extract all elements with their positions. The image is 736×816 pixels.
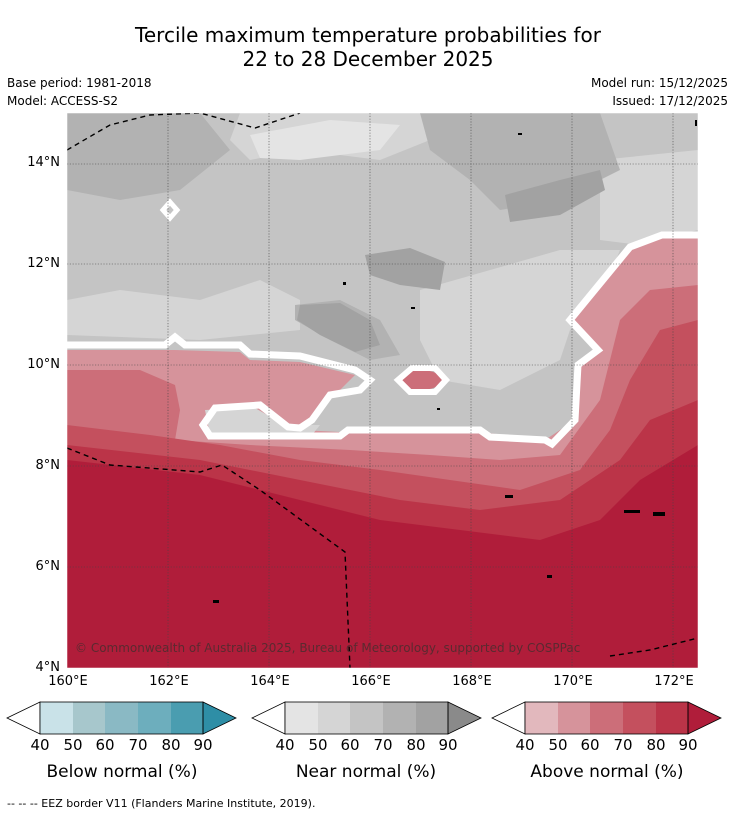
colorbar-tick: 40 xyxy=(30,736,50,754)
lon-label: 164°E xyxy=(250,674,290,689)
colorbar-tick: 80 xyxy=(406,736,426,754)
colorbar-tick: 70 xyxy=(373,736,393,754)
tercile-boundary xyxy=(67,231,698,449)
title-line-2: 22 to 28 December 2025 xyxy=(242,47,494,71)
colorbar-tick: 60 xyxy=(580,736,600,754)
lon-label: 166°E xyxy=(351,674,391,689)
near-normal-70-region xyxy=(297,170,605,352)
copyright-notice: © Commonwealth of Australia 2025, Bureau… xyxy=(75,641,581,655)
eez-footer-note: -- -- -- EEZ border V11 (Flanders Marine… xyxy=(7,797,316,810)
lon-label: 162°E xyxy=(149,674,189,689)
eez-borders xyxy=(67,113,698,668)
colorbar-tick: 50 xyxy=(548,736,568,754)
lat-label: 6°N xyxy=(35,559,61,574)
issued-date: Issued: 17/12/2025 xyxy=(612,94,728,108)
colorbar-label-below: Below normal (%) xyxy=(46,762,198,782)
lat-label: 10°N xyxy=(27,357,60,372)
lat-label: 4°N xyxy=(35,660,61,675)
islands xyxy=(213,120,697,603)
near-normal-light-region xyxy=(250,120,400,160)
colorbar-tick: 70 xyxy=(128,736,148,754)
colorbar-below-normal xyxy=(6,701,237,735)
colorbar-tick: 50 xyxy=(63,736,83,754)
model-run: Model run: 15/12/2025 xyxy=(590,76,728,90)
model: Model: ACCESS-S2 xyxy=(7,94,119,108)
colorbar-tick: 90 xyxy=(678,736,698,754)
graticule xyxy=(67,113,698,668)
lon-label: 160°E xyxy=(48,674,88,689)
patch-boundary xyxy=(393,365,451,395)
colorbar-tick: 40 xyxy=(515,736,535,754)
lat-label: 12°N xyxy=(27,256,60,271)
lon-label: 170°E xyxy=(553,674,593,689)
colorbar-above-normal xyxy=(491,701,722,735)
lat-label: 14°N xyxy=(27,155,60,170)
near-normal-40-region xyxy=(67,113,698,390)
near-normal-60-region xyxy=(67,113,620,360)
lon-label: 172°E xyxy=(654,674,694,689)
above-normal-patch xyxy=(398,370,442,390)
colorbar-tick: 60 xyxy=(340,736,360,754)
colorbar-tick: 70 xyxy=(613,736,633,754)
colorbar-tick: 80 xyxy=(646,736,666,754)
colorbar-label-near: Near normal (%) xyxy=(295,762,437,782)
colorbar-tick: 40 xyxy=(275,736,295,754)
above-normal-80-region xyxy=(67,445,698,668)
lat-label: 8°N xyxy=(35,458,61,473)
probability-field xyxy=(67,113,698,668)
colorbar-label-above: Above normal (%) xyxy=(530,762,684,782)
colorbar-tick: 90 xyxy=(193,736,213,754)
small-boundary xyxy=(159,198,181,222)
lon-label: 168°E xyxy=(452,674,492,689)
colorbar-tick: 90 xyxy=(438,736,458,754)
colorbar-near-normal xyxy=(251,701,482,735)
base-period: Base period: 1981-2018 xyxy=(7,76,152,90)
colorbar-tick: 60 xyxy=(95,736,115,754)
colorbar-tick: 80 xyxy=(161,736,181,754)
colorbar-tick: 50 xyxy=(308,736,328,754)
title-line-1: Tercile maximum temperature probabilitie… xyxy=(135,23,601,47)
